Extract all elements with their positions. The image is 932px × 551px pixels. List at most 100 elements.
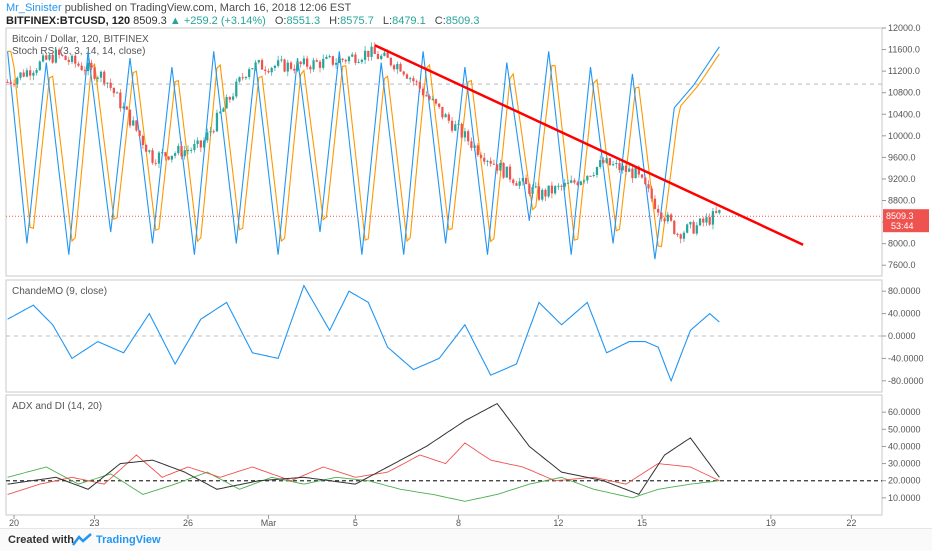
candle-body (51, 54, 54, 63)
candle-body (512, 179, 515, 184)
candle-body (309, 66, 312, 70)
pane-frame (5, 394, 883, 516)
stoch-d-line (7, 50, 720, 248)
price-pane: 12000.0 11600.0 11200.0 10800.0 10400.0 10000… (5, 23, 929, 277)
candle-body (657, 208, 660, 213)
candle-body (202, 140, 206, 148)
candle-body (360, 59, 364, 62)
candle-body (676, 233, 679, 235)
candle-body (64, 55, 67, 60)
candle-body (19, 72, 22, 78)
candle-body (702, 218, 705, 223)
candle-body (12, 83, 16, 85)
candle-body (25, 70, 29, 77)
footer-bar: Created with TradingView (0, 528, 932, 551)
x-tick-label: 19 (766, 518, 776, 528)
y-tick-label: 9600.0 (888, 152, 916, 162)
time-axis: 20 23 26 Mar 5 8 12 15 19 22 (9, 515, 856, 528)
candle-body (257, 60, 260, 63)
candle-body (611, 164, 615, 166)
candle-body (347, 56, 351, 62)
tradingview-logo-icon[interactable] (72, 533, 92, 546)
tradingview-brand-link[interactable]: TradingView (96, 534, 161, 546)
candle-body (267, 70, 270, 73)
pane-title: Bitcoin / Dollar, 120, BITFINEX (12, 34, 149, 45)
candle-body (302, 58, 306, 65)
y-tick-label: -40.0000 (888, 353, 924, 363)
candle-body (22, 72, 25, 77)
candle-body (389, 57, 392, 66)
candle-body (550, 185, 554, 194)
candle-body (38, 61, 41, 71)
candle-body (428, 96, 431, 100)
candle-body (589, 175, 592, 177)
di-minus-line (7, 442, 720, 495)
open-label: O: (274, 15, 287, 27)
candle-body (399, 63, 402, 72)
candle-body (521, 178, 525, 182)
candle-body (328, 56, 331, 58)
candle-body (592, 174, 595, 176)
candle-body (447, 114, 450, 121)
candle-body (373, 46, 376, 54)
candle-body (679, 234, 682, 239)
candle-body (476, 145, 479, 156)
candle-body (586, 175, 589, 181)
y-tick-label: 12000.0 (888, 23, 921, 33)
candle-body (431, 99, 434, 101)
candle-body (222, 108, 225, 112)
candle-body (415, 81, 418, 83)
candle-body (421, 88, 425, 96)
candle-body (154, 162, 157, 164)
candle-body (190, 149, 193, 151)
candle-body (528, 184, 531, 194)
candle-body (492, 163, 496, 165)
candle-body (669, 214, 673, 221)
symbol-label: BITFINEX:BTCUSD, 120 (6, 15, 131, 27)
candle-body (254, 62, 257, 69)
candle-body (718, 209, 721, 213)
candle-body (109, 82, 112, 88)
candle-body (135, 120, 138, 131)
candle-body (286, 62, 289, 72)
candle-body (112, 87, 116, 94)
high-label: H: (329, 15, 341, 27)
candle-body (450, 120, 454, 131)
candle-body (640, 174, 644, 178)
candle-body (380, 55, 383, 59)
y-tick-label: 40.0000 (888, 309, 921, 319)
candle-body (289, 62, 293, 69)
candle-body (183, 150, 186, 157)
candle-body (711, 211, 715, 225)
candle-body (376, 53, 380, 59)
candle-body (212, 131, 215, 133)
chart-header: Mr_Sinister published on TradingView.com… (0, 0, 932, 28)
candle-body (705, 217, 708, 223)
candle-body (576, 182, 579, 185)
candle-body (544, 189, 547, 197)
candle-body (441, 106, 444, 118)
candle-body (132, 120, 135, 126)
y-tick-label: 60.0000 (888, 407, 921, 417)
candle-body (615, 163, 618, 165)
y-tick-label: 10.0000 (888, 493, 921, 503)
candle-body (80, 65, 83, 71)
candle-body (467, 131, 470, 142)
candle-body (215, 112, 219, 132)
candle-body (566, 182, 570, 184)
candle-body (260, 60, 264, 70)
candle-body (505, 166, 508, 178)
candle-body (58, 49, 61, 55)
candle-body (634, 166, 637, 179)
author-link[interactable]: Mr_Sinister (6, 2, 62, 14)
candle-body (605, 158, 608, 163)
stoch-k-line (7, 46, 720, 260)
candle-body (370, 46, 373, 57)
candle-body (119, 92, 122, 109)
chandemo-pane: 80.0000 40.0000 0.0000 -40.0000 -80.0000 Chan… (5, 279, 924, 393)
low-label: L: (382, 15, 393, 27)
candle-body (673, 220, 676, 234)
candle-body (199, 140, 202, 148)
candle-body (363, 50, 367, 60)
candle-body (354, 54, 357, 63)
